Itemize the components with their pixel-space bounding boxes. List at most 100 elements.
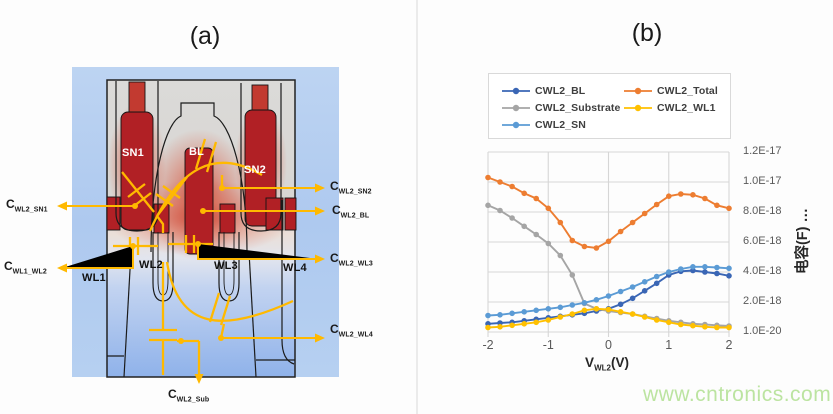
- cap-label-c-wl2-wl4: CWL2_WL4: [330, 322, 373, 339]
- legend-item-CWL2_WL1: CWL2_WL1: [623, 99, 726, 116]
- data-point-CWL2_Total: [617, 228, 624, 235]
- cap-label-c-wl2-sn2: CWL2_SN2: [330, 179, 372, 196]
- cap-label-c-wl1-wl2: CWL1_WL2: [4, 259, 47, 276]
- data-point-CWL2_BL: [629, 295, 636, 302]
- data-point-CWL2_BL: [714, 270, 720, 277]
- data-point-CWL2_Total: [641, 210, 648, 217]
- legend-label: CWL2_BL: [535, 84, 586, 97]
- data-point-CWL2_SN: [678, 266, 684, 272]
- chart-legend: CWL2_BL CWL2_Total CWL2_Substrate CWL2_WL1 C…: [488, 73, 731, 139]
- data-point-CWL2_WL1: [714, 324, 720, 331]
- y-tick-label: 4.0E-18: [743, 265, 782, 277]
- legend-marker-icon: [502, 87, 530, 94]
- data-point-CWL2_WL1: [702, 324, 708, 330]
- data-point-CWL2_BL: [702, 269, 708, 275]
- legend-marker-icon: [502, 121, 530, 128]
- legend-label: CWL2_WL1: [657, 101, 716, 114]
- data-point-CWL2_Substrate: [497, 207, 503, 214]
- legend-label: CWL2_SN: [535, 118, 586, 131]
- data-point-CWL2_Substrate: [521, 223, 527, 230]
- data-point-CWL2_SN: [726, 265, 732, 272]
- data-point-CWL2_Substrate: [545, 240, 552, 247]
- data-point-CWL2_SN: [509, 310, 515, 317]
- data-point-CWL2_SN: [581, 300, 588, 306]
- data-point-CWL2_WL1: [653, 317, 660, 323]
- region-label-wl4: WL4: [283, 262, 307, 274]
- y-axis-title: 电容(F) …: [795, 207, 811, 275]
- panel-b-title: (b): [631, 19, 663, 47]
- data-point-CWL2_WL1: [509, 322, 515, 329]
- data-point-CWL2_BL: [653, 280, 660, 287]
- data-point-CWL2_WL1: [666, 319, 672, 326]
- x-tick-label: 2: [725, 338, 733, 352]
- legend-item-CWL2_Substrate: CWL2_Substrate: [501, 99, 623, 116]
- legend-label: CWL2_Substrate: [535, 101, 621, 114]
- data-point-CWL2_SN: [629, 284, 636, 290]
- data-point-CWL2_WL1: [726, 324, 732, 331]
- y-tick-label: 1.2E-17: [743, 145, 782, 157]
- region-label-wl1: WL1: [82, 272, 106, 284]
- data-point-CWL2_Total: [629, 219, 636, 226]
- data-point-CWL2_Total: [702, 195, 708, 202]
- x-axis-title-subscript: WL2: [594, 363, 611, 373]
- y-tick-label: 2.0E-18: [743, 295, 782, 307]
- cap-label-c-wl2-bl: CWL2_BL: [332, 203, 370, 220]
- chart-series: [485, 174, 732, 331]
- data-point-CWL2_WL1: [617, 309, 624, 315]
- data-point-CWL2_Total: [485, 174, 491, 181]
- y-tick-label: 6.0E-18: [743, 235, 782, 247]
- data-point-CWL2_Substrate: [557, 252, 564, 259]
- y-tick-label: 1.0E-17: [743, 175, 782, 187]
- data-point-CWL2_Total: [569, 237, 576, 244]
- panel-b: (b) CWL2_BL CWL2_Total CWL2_Substrate CWL2_…: [417, 0, 833, 414]
- data-point-CWL2_SN: [653, 273, 660, 280]
- data-point-CWL2_Total: [593, 245, 600, 251]
- watermark: www.cntronics.com: [643, 383, 832, 406]
- x-axis-title-symbol: V: [585, 355, 595, 370]
- region-label-wl2: WL2: [139, 259, 163, 271]
- panel-a-labels: SN1 BL SN2 WL1 WL2 WL3 WL4 CWL2_SN1 CWL1_WL2 CWL2…: [4, 146, 373, 404]
- x-tick-label: -1: [542, 338, 554, 352]
- data-point-CWL2_SN: [702, 264, 708, 270]
- data-point-CWL2_Total: [653, 201, 660, 208]
- data-point-CWL2_Total: [678, 191, 684, 197]
- data-point-CWL2_SN: [641, 279, 648, 285]
- data-point-CWL2_WL1: [569, 311, 576, 317]
- data-point-CWL2_WL1: [678, 321, 684, 328]
- data-point-CWL2_Total: [557, 219, 564, 226]
- panel-a-title: (a): [189, 22, 221, 50]
- region-label-bl: BL: [189, 146, 205, 158]
- structure-contours: [107, 81, 295, 378]
- data-point-CWL2_Substrate: [569, 272, 576, 278]
- cap-label-c-wl2-sub: CWL2_Sub: [168, 387, 210, 404]
- data-point-CWL2_Total: [533, 195, 539, 202]
- data-point-CWL2_Total: [726, 205, 732, 212]
- region-label-sn1: SN1: [122, 147, 144, 159]
- x-tick-label: 0: [605, 338, 612, 352]
- data-point-CWL2_Total: [690, 192, 696, 198]
- data-point-CWL2_SN: [521, 309, 527, 315]
- legend-marker-icon: [624, 87, 652, 94]
- panel-divider: [416, 0, 418, 414]
- data-point-CWL2_SN: [605, 293, 612, 299]
- data-point-CWL2_Total: [605, 238, 612, 245]
- data-point-CWL2_BL: [641, 288, 648, 294]
- data-point-CWL2_WL1: [593, 306, 600, 312]
- data-point-CWL2_Substrate: [485, 202, 491, 209]
- legend-item-CWL2_Total: CWL2_Total: [623, 82, 726, 99]
- data-point-CWL2_Substrate: [509, 215, 515, 221]
- x-tick-label: -2: [482, 338, 494, 352]
- data-point-CWL2_BL: [617, 301, 624, 308]
- data-point-CWL2_Total: [545, 205, 552, 212]
- data-point-CWL2_SN: [569, 302, 576, 308]
- data-point-CWL2_BL: [726, 273, 732, 279]
- x-axis-title: VWL2(V): [537, 355, 677, 373]
- data-point-CWL2_SN: [690, 264, 696, 270]
- data-point-CWL2_WL1: [497, 324, 503, 330]
- data-point-CWL2_WL1: [533, 319, 539, 326]
- data-point-CWL2_Total: [581, 243, 588, 250]
- data-point-CWL2_Total: [714, 202, 720, 209]
- data-point-CWL2_SN: [593, 297, 600, 303]
- data-point-CWL2_SN: [485, 312, 491, 319]
